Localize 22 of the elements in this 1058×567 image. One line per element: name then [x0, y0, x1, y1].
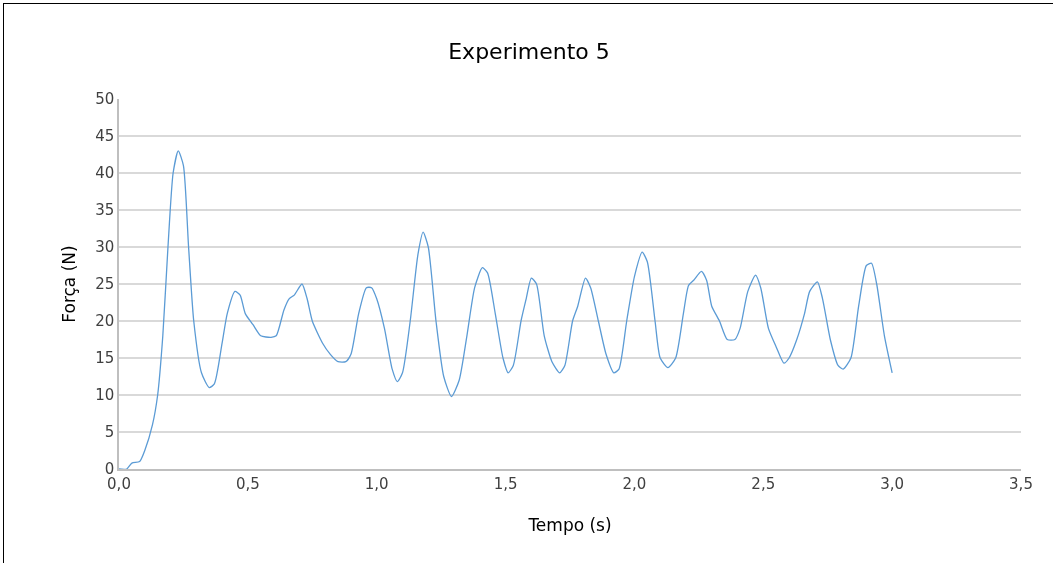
x-tick-label: 0,0 — [107, 474, 131, 493]
y-tick-label: 10 — [95, 386, 115, 405]
y-tick-label: 5 — [104, 423, 115, 442]
x-tick-label: 1,0 — [364, 474, 389, 493]
x-tick-label: 3,5 — [1009, 474, 1033, 493]
chart-title: Experimento 5 — [448, 38, 610, 64]
y-tick-label: 25 — [95, 275, 115, 294]
x-tick-label: 3,0 — [880, 474, 905, 493]
x-tick-label: 1,5 — [493, 474, 518, 493]
x-axis-title: Tempo (s) — [527, 514, 612, 535]
y-tick-label: 30 — [95, 238, 115, 257]
line-series — [119, 150, 893, 469]
x-tick-label: 2,5 — [751, 474, 776, 493]
x-tick-label: 2,0 — [622, 474, 647, 493]
y-tick-label: 50 — [95, 90, 115, 109]
x-tick-label: 0,5 — [235, 474, 260, 493]
y-tick-label: 15 — [95, 349, 115, 368]
y-tick-label: 35 — [95, 201, 115, 220]
y-tick-label: 40 — [95, 164, 115, 183]
y-tick-label: 20 — [95, 312, 115, 331]
y-tick-label: 45 — [95, 127, 115, 146]
y-axis-title: Força (N) — [58, 245, 79, 323]
